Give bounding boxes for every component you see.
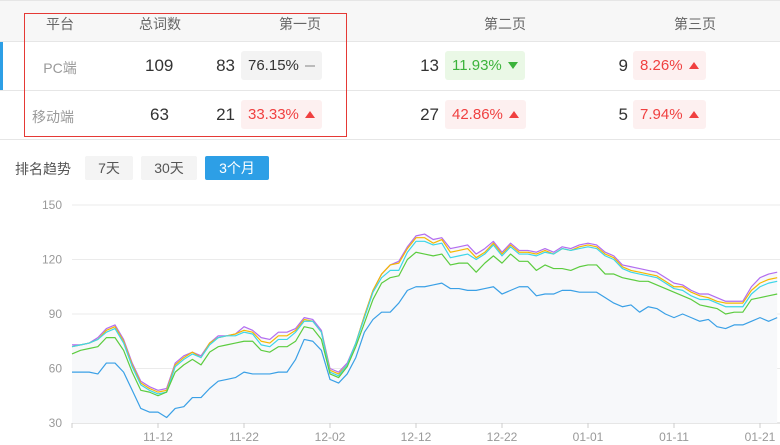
table-row[interactable]: PC端 109 83 76.15% 13 11.93% 9 8.26% — [0, 42, 780, 91]
triangle-up-icon — [688, 111, 699, 118]
series-line-1 — [71, 237, 778, 393]
range-3m-button[interactable]: 3个月 — [205, 156, 269, 180]
page1-badge: 76.15% — [241, 51, 322, 80]
page3-count: 5 — [618, 105, 628, 124]
x-tick-label: 12-22 — [487, 430, 518, 444]
triangle-up-icon — [508, 111, 519, 118]
x-tick-label: 01-11 — [659, 430, 689, 444]
page2-pct: 11.93% — [452, 57, 502, 74]
ranking-trend-chart: 爱站网15012090603011-1211-2212-0212-1212-22… — [42, 198, 780, 444]
x-tick-label: 11-12 — [143, 430, 173, 444]
page2-pct: 42.86% — [452, 106, 503, 123]
page3-count: 9 — [618, 56, 628, 75]
header-page2: 第二页 — [484, 16, 526, 32]
triangle-down-icon — [507, 62, 518, 69]
page3-pct: 8.26% — [640, 57, 683, 74]
area-fill — [72, 234, 778, 423]
selected-row-indicator — [0, 42, 3, 91]
page2-badge: 42.86% — [445, 100, 526, 129]
page3-pct: 7.94% — [640, 106, 683, 123]
x-tick-label: 12-12 — [401, 430, 432, 444]
y-tick-label: 120 — [42, 253, 62, 267]
platform: PC端 — [43, 60, 77, 76]
header-total: 总词数 — [139, 16, 181, 32]
table-header: 平台 总词数 第一页 第二页 第三页 — [0, 0, 780, 42]
platform: 移动端 — [32, 109, 74, 125]
page2-badge: 11.93% — [445, 51, 525, 80]
x-tick-label: 01-01 — [573, 430, 604, 444]
x-tick-label: 11-22 — [229, 430, 259, 444]
header-platform: 平台 — [46, 16, 74, 32]
series-line-4 — [72, 282, 778, 419]
triangle-up-icon — [304, 111, 315, 118]
range-7d-button[interactable]: 7天 — [85, 156, 133, 180]
page2-count: 13 — [420, 56, 439, 75]
x-tick-label: 12-02 — [315, 430, 346, 444]
page1-badge: 33.33% — [241, 100, 322, 129]
trend-label: 排名趋势 — [15, 161, 71, 177]
page3-badge: 8.26% — [633, 51, 706, 80]
page1-pct: 76.15% — [248, 57, 299, 74]
total: 109 — [145, 56, 174, 75]
page1-count: 83 — [216, 56, 235, 75]
series-line-3 — [71, 251, 778, 397]
y-tick-label: 30 — [49, 416, 63, 430]
total: 63 — [150, 105, 169, 124]
header-page3: 第三页 — [674, 16, 716, 32]
range-30d-button[interactable]: 30天 — [141, 156, 197, 180]
y-tick-label: 60 — [49, 362, 63, 376]
series-line-2 — [71, 240, 778, 395]
page3-badge: 7.94% — [633, 100, 706, 129]
page1-pct: 33.33% — [248, 106, 299, 123]
table-row[interactable]: 移动端 63 21 33.33% 27 42.86% 5 7.94% — [0, 91, 780, 140]
page1-count: 21 — [216, 105, 235, 124]
header-page1: 第一页 — [279, 16, 321, 32]
triangle-up-icon — [688, 62, 699, 69]
x-tick-label: 01-21 — [745, 430, 776, 444]
y-tick-label: 90 — [49, 307, 63, 321]
y-tick-label: 150 — [42, 198, 62, 212]
dash-icon — [304, 64, 315, 67]
page2-count: 27 — [420, 105, 439, 124]
